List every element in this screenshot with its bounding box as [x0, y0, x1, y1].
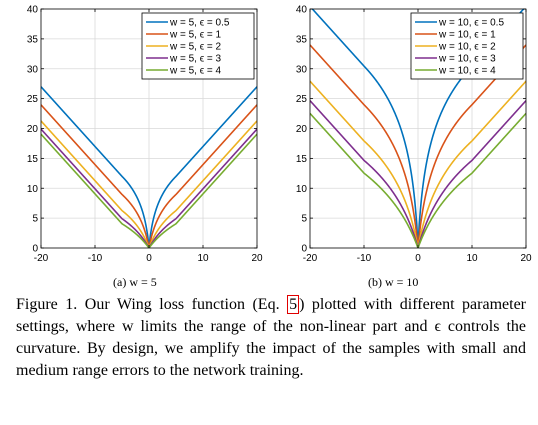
x-tick-label: 0: [146, 253, 152, 264]
series-line-4: [310, 100, 526, 248]
subcaption-a: (a) w = 5: [113, 275, 157, 289]
x-tick-label: -10: [88, 253, 103, 264]
legend: w = 5, ϵ = 0.5w = 5, ϵ = 1w = 5, ϵ = 2w …: [141, 12, 255, 80]
caption-suffix: ) plotted with different parameter setti…: [16, 296, 527, 379]
y-tick-label: 15: [27, 154, 39, 165]
x-tick-label: 20: [251, 253, 263, 264]
x-tick-label: 10: [466, 253, 478, 264]
legend: w = 10, ϵ = 0.5w = 10, ϵ = 1w = 10, ϵ = …: [410, 12, 524, 80]
y-tick-label: 30: [296, 64, 308, 75]
x-tick-label: -20: [303, 253, 318, 264]
caption-prefix: Figure 1. Our Wing loss function (Eq.: [16, 296, 288, 313]
series-line-5: [41, 133, 257, 248]
plot-a: -20 -10 0 10 20 0 5 10 15 20 25 30 35 40 w = 5, ϵ = 0.…: [27, 5, 263, 265]
x-tick-label: 0: [415, 253, 421, 264]
y-tick-label: 25: [296, 94, 308, 105]
legend-label: w = 5, ϵ = 2: [169, 42, 222, 53]
y-tick-label: 35: [27, 34, 39, 45]
series-line-5: [310, 112, 526, 248]
legend-label: w = 10, ϵ = 1: [438, 30, 496, 41]
legend-label: w = 5, ϵ = 3: [169, 54, 222, 65]
y-tick-label: 0: [32, 244, 38, 255]
figure-caption: Figure 1. Our Wing loss function (Eq. 5)…: [16, 294, 526, 382]
x-tick-label: -10: [357, 253, 372, 264]
y-tick-label: 5: [301, 214, 307, 225]
legend-label: w = 10, ϵ = 2: [438, 42, 496, 53]
y-tick-label: 10: [296, 184, 308, 195]
x-tick-label: 10: [197, 253, 209, 264]
series-line-2: [41, 104, 257, 248]
legend-label: w = 5, ϵ = 0.5: [169, 18, 230, 29]
legend-label: w = 10, ϵ = 0.5: [438, 18, 504, 29]
y-tick-label: 0: [301, 244, 307, 255]
equation-reference-link[interactable]: 5: [287, 295, 300, 314]
series-line-3: [310, 80, 526, 248]
plot-b: -20 -10 0 10 20 0 5 10 15 20 25 30 35 40 w = 10, ϵ = 0…: [296, 5, 532, 265]
y-tick-label: 25: [27, 94, 39, 105]
legend-label: w = 5, ϵ = 4: [169, 66, 222, 77]
series-line-3: [41, 120, 257, 248]
legend-label: w = 10, ϵ = 3: [438, 54, 496, 65]
legend-label: w = 5, ϵ = 1: [169, 30, 222, 41]
y-tick-label: 15: [296, 154, 308, 165]
y-tick-label: 10: [27, 184, 39, 195]
series-line-1: [41, 86, 257, 248]
y-tick-label: 40: [296, 5, 308, 16]
y-tick-label: 5: [32, 214, 38, 225]
series-line-4: [41, 128, 257, 248]
subcaption-b: (b) w = 10: [368, 275, 419, 289]
series-line-2: [310, 44, 526, 248]
y-tick-label: 20: [296, 124, 308, 135]
x-tick-label: -20: [34, 253, 49, 264]
legend-label: w = 10, ϵ = 4: [438, 66, 496, 77]
y-tick-label: 30: [27, 64, 39, 75]
y-tick-label: 40: [27, 5, 39, 16]
x-tick-label: 20: [520, 253, 532, 264]
y-tick-label: 20: [27, 124, 39, 135]
y-tick-label: 35: [296, 34, 308, 45]
